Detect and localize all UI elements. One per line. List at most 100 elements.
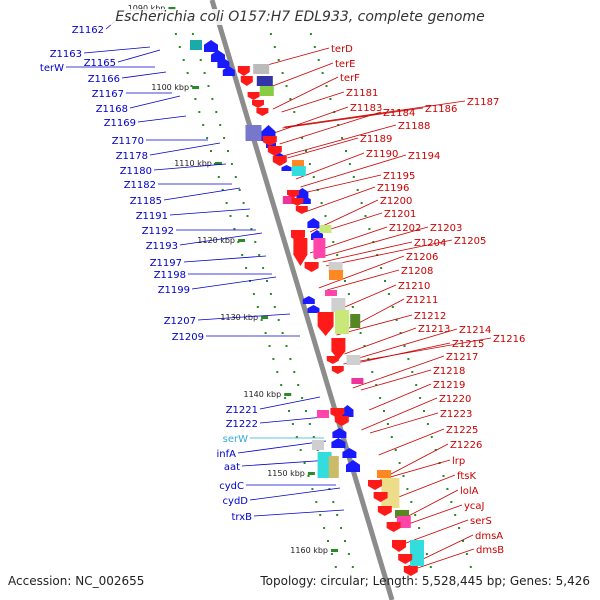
leader-line [356, 342, 451, 364]
leader-line [284, 100, 466, 128]
grid-dot [347, 293, 350, 295]
gene-left [211, 50, 225, 62]
grid-dot [351, 566, 354, 568]
gene-label-z1217: Z1217 [446, 352, 478, 363]
grid-dot [199, 59, 202, 61]
gene-left [312, 440, 324, 450]
gene-right [329, 270, 343, 280]
grid-dot [383, 410, 385, 412]
grid-dot [325, 85, 328, 87]
gene-label-z1214: Z1214 [459, 325, 491, 336]
grid-dot [280, 384, 283, 386]
grid-dot [425, 553, 428, 555]
gene-label-z1168: Z1168 [96, 104, 128, 115]
leader-line [313, 226, 429, 260]
gene-label-lrp: lrp [452, 456, 465, 467]
grid-dot [402, 475, 405, 477]
gene-label-z1198: Z1198 [154, 270, 186, 281]
grid-dot [375, 384, 378, 386]
grid-dot [336, 514, 339, 516]
gene-right [398, 554, 413, 564]
grid-dot [277, 59, 280, 61]
gene-right [328, 262, 343, 272]
gene-label-z1218: Z1218 [433, 366, 465, 377]
leader-line [369, 383, 432, 411]
gene-right [331, 338, 346, 360]
grid-dot [334, 566, 337, 568]
grid-dot [299, 449, 302, 451]
grid-dot [411, 371, 414, 373]
leader-line [397, 519, 469, 547]
gene-label-z1220: Z1220 [439, 394, 471, 405]
grid-dot [293, 371, 296, 373]
gene-right [351, 378, 364, 384]
leader-line [129, 95, 181, 109]
grid-dot [410, 501, 413, 503]
grid-dot [363, 345, 366, 347]
gene-label-z1211: Z1211 [406, 295, 438, 306]
grid-dot [276, 371, 279, 373]
gene-right [259, 86, 274, 96]
grid-dot [368, 228, 371, 230]
grid-dot [315, 501, 318, 503]
grid-dot [285, 85, 288, 87]
grid-dot [344, 540, 346, 542]
gene-right [325, 290, 337, 296]
grid-dot [198, 111, 201, 113]
gene-label-z1204: Z1204 [414, 238, 446, 249]
leader-line [273, 106, 349, 134]
backbone-line [209, 0, 395, 600]
leader-line [348, 328, 458, 362]
leader-line [414, 548, 475, 570]
gene-label-z1202: Z1202 [389, 223, 421, 234]
grid-dot [291, 423, 294, 425]
gene-right [326, 356, 339, 364]
grid-dot [391, 306, 394, 308]
grid-dot [269, 293, 272, 295]
grid-dot [289, 358, 292, 360]
grid-dot [182, 59, 185, 61]
gene-label-serw: serW [223, 434, 248, 445]
gene-left [328, 456, 339, 478]
gene-label-tere: terE [335, 59, 356, 70]
grid-dot [384, 280, 386, 282]
gene-right [267, 146, 282, 156]
grid-dot [289, 98, 292, 100]
grid-dot [252, 293, 255, 295]
gene-right [346, 355, 361, 365]
grid-dot [301, 397, 304, 399]
grid-dot [340, 527, 343, 529]
gene-left [190, 40, 202, 50]
gene-label-z1186: Z1186 [425, 104, 457, 115]
grid-dot [446, 488, 449, 490]
leader-line [301, 186, 376, 214]
grid-dot [309, 33, 312, 35]
leader-line [241, 459, 331, 467]
kbp-tick-label: 1090 kbp [128, 4, 166, 13]
gene-right [295, 206, 308, 214]
grid-dot [281, 72, 284, 74]
gene-label-z1212: Z1212 [414, 311, 446, 322]
gene-label-z1190: Z1190 [366, 149, 398, 160]
gene-label-z1180: Z1180 [120, 166, 152, 177]
gene-left [332, 428, 347, 438]
leader-line [405, 504, 463, 526]
grid-dot [376, 254, 379, 256]
gene-label-z1221: Z1221 [226, 405, 258, 416]
leader-line [281, 91, 345, 113]
gene-label-z1205: Z1205 [454, 236, 486, 247]
gene-right [291, 198, 304, 206]
leader-line [369, 412, 439, 434]
grid-dot [462, 540, 464, 542]
kbp-tick-label: 1110 kbp [174, 159, 212, 168]
grid-dot [186, 72, 189, 74]
grid-dot [206, 137, 209, 139]
grid-dot [194, 98, 197, 100]
gene-label-lola: lolA [460, 486, 479, 497]
leader-line [153, 163, 227, 171]
grid-dot [319, 514, 322, 516]
grid-dot [230, 163, 233, 165]
grid-dot [305, 150, 307, 152]
grid-dot [387, 293, 390, 295]
accession-text: Accession: NC_002655 [8, 574, 145, 588]
